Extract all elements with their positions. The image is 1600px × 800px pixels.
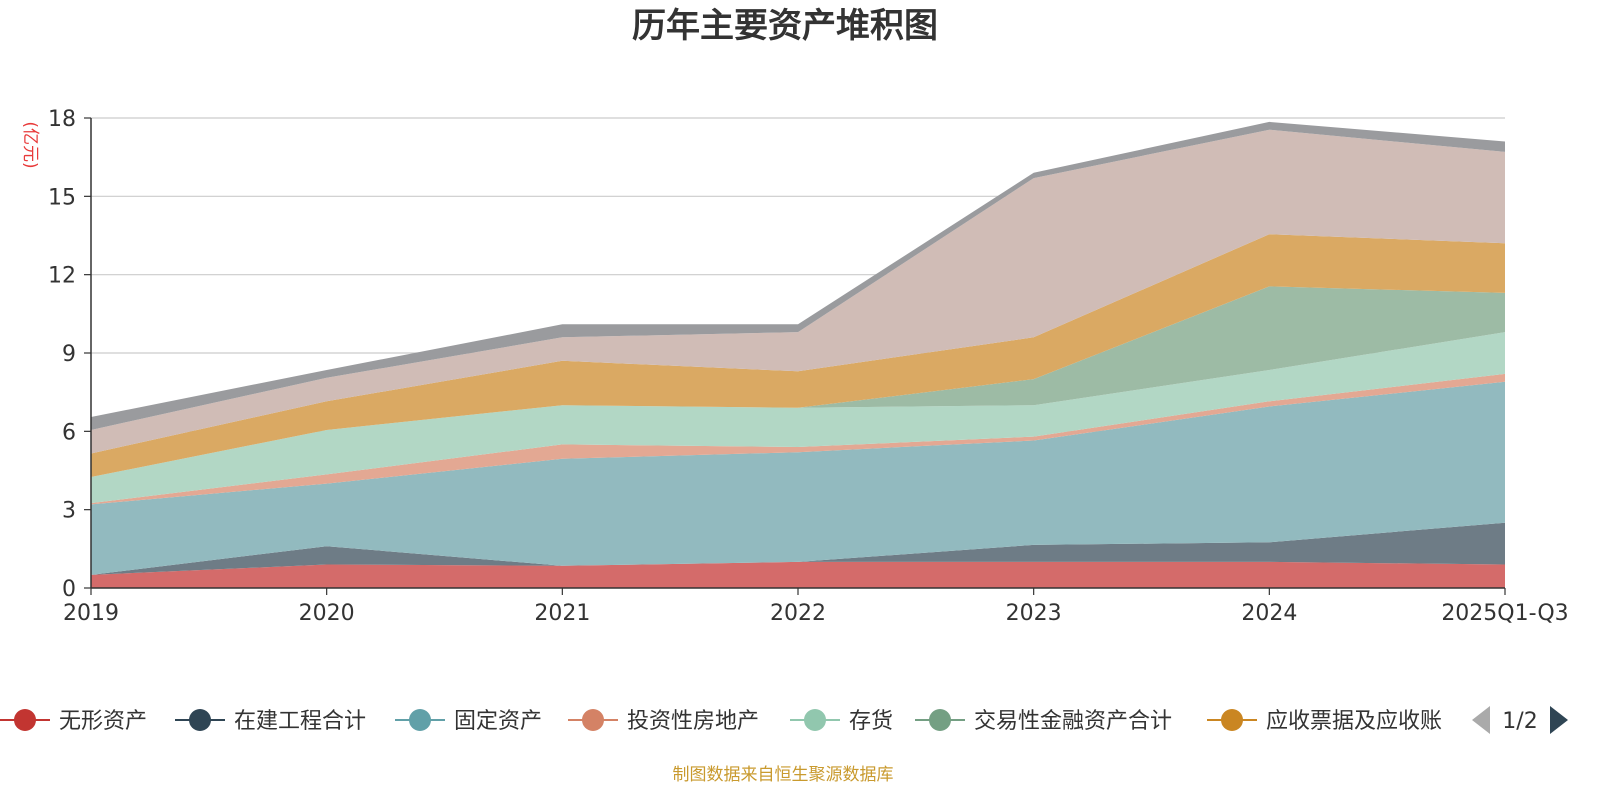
area-series-7[interactable] <box>91 129 1505 454</box>
y-tick-label: 18 <box>48 107 76 132</box>
y-tick-label: 9 <box>62 342 76 367</box>
chart-title: 历年主要资产堆积图 <box>632 6 938 46</box>
legend-label: 应收票据及应收账 <box>1266 709 1442 734</box>
area-series-0[interactable] <box>91 561 1505 588</box>
legend-next-page-icon[interactable] <box>1550 706 1568 734</box>
legend-item-4[interactable]: 存货 <box>790 709 893 734</box>
area-series-6[interactable] <box>91 234 1505 477</box>
y-axis-ticks: 0 3 6 9 12 15 18 <box>48 107 91 602</box>
x-tick-label: 2024 <box>1241 601 1297 626</box>
legend-pager: 1/2 <box>1472 706 1568 734</box>
legend-item-3[interactable]: 投资性房地产 <box>568 709 759 734</box>
x-tick-label: 2019 <box>63 601 119 626</box>
data-source-note: 制图数据来自恒生聚源数据库 <box>673 765 894 785</box>
x-tick-label: 2022 <box>770 601 826 626</box>
legend-item-5[interactable]: 交易性金融资产合计 <box>915 709 1172 734</box>
legend-label: 投资性房地产 <box>627 709 759 734</box>
y-axis-unit-label: (亿元) <box>20 121 40 168</box>
legend-marker-icon <box>1221 709 1243 731</box>
legend-marker-icon <box>804 709 826 731</box>
area-series-8[interactable] <box>91 121 1505 431</box>
area-series-5[interactable] <box>91 286 1505 477</box>
legend-label: 交易性金融资产合计 <box>974 709 1172 734</box>
legend-marker-icon <box>409 709 431 731</box>
legend-label: 无形资产 <box>59 709 147 734</box>
y-tick-label: 0 <box>62 577 76 602</box>
legend-prev-page-icon[interactable] <box>1472 706 1490 734</box>
legend-item-0[interactable]: 无形资产 <box>0 709 147 734</box>
y-tick-label: 12 <box>48 264 76 289</box>
legend-item-6[interactable]: 应收票据及应收账 <box>1207 709 1442 734</box>
legend-marker-icon <box>14 709 36 731</box>
area-series-4[interactable] <box>91 332 1505 504</box>
x-axis-ticks: 2019 2020 2021 2022 2023 2024 2025Q1-Q3 <box>63 588 1569 626</box>
x-tick-label: 2025Q1-Q3 <box>1441 601 1568 626</box>
legend-item-1[interactable]: 在建工程合计 <box>175 709 366 734</box>
stacked-areas <box>91 121 1505 588</box>
legend-marker-icon <box>929 709 951 731</box>
y-tick-label: 3 <box>62 499 76 524</box>
area-series-3[interactable] <box>91 373 1505 505</box>
x-tick-label: 2020 <box>299 601 355 626</box>
legend-label: 在建工程合计 <box>234 709 366 734</box>
x-tick-label: 2021 <box>534 601 590 626</box>
area-series-1[interactable] <box>91 522 1505 575</box>
legend-label: 固定资产 <box>454 709 542 734</box>
y-tick-label: 6 <box>62 420 76 445</box>
area-series-2[interactable] <box>91 381 1505 575</box>
legend-page-indicator: 1/2 <box>1502 709 1537 734</box>
legend: 无形资产 在建工程合计 固定资产 投资性房地产 存货 交易性金融资产合计 应收票据及应收账 <box>0 709 1442 734</box>
legend-item-2[interactable]: 固定资产 <box>395 709 542 734</box>
x-tick-label: 2023 <box>1006 601 1062 626</box>
legend-marker-icon <box>582 709 604 731</box>
y-tick-label: 15 <box>48 185 76 210</box>
legend-label: 存货 <box>849 709 893 734</box>
legend-marker-icon <box>189 709 211 731</box>
